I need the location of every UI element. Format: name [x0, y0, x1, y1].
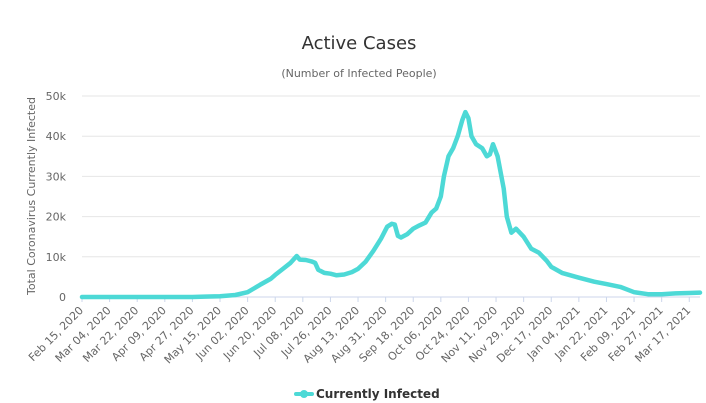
series-layer	[79, 109, 703, 300]
grid-lines	[82, 95, 700, 298]
legend-series-label[interactable]: Currently Infected	[316, 387, 440, 401]
legend-series-swatch-marker	[300, 390, 308, 398]
series-line-currently-infected[interactable]	[79, 109, 703, 300]
y-tick-label: 30k	[46, 170, 67, 183]
y-axis-title: Total Coronavirus Currently Infected	[25, 97, 38, 296]
y-tick-label: 40k	[46, 130, 67, 143]
y-tick-label: 50k	[46, 90, 67, 103]
chart-subtitle: (Number of Infected People)	[281, 67, 436, 80]
chart-title: Active Cases	[302, 33, 417, 54]
legend[interactable]: Currently Infected	[294, 387, 440, 401]
y-tick-label: 10k	[46, 251, 67, 264]
y-tick-label: 0	[59, 291, 66, 304]
y-tick-label: 20k	[46, 211, 67, 224]
y-axis-ticks: 0 10k 20k 30k 40k 50k	[46, 90, 67, 304]
